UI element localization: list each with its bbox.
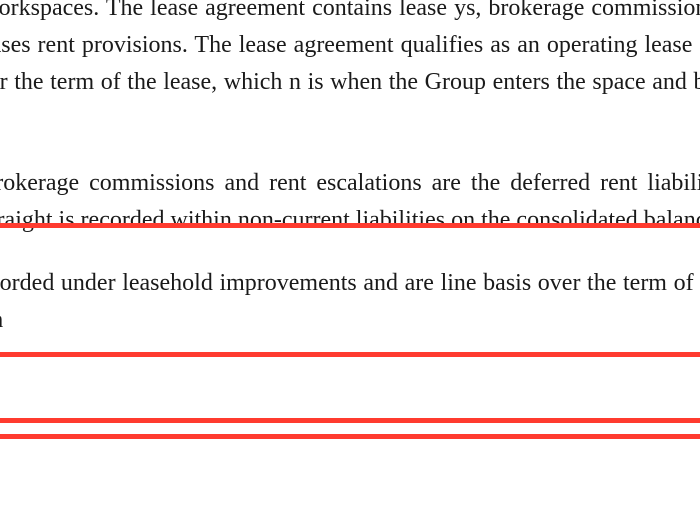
highlight-band-2 (0, 418, 700, 439)
document-page: erty for its collaborative workspaces. T… (0, 0, 700, 366)
paragraph-1: erty for its collaborative workspaces. T… (0, 0, 700, 139)
paragraph-3: se were capitalised and recorded under l… (0, 265, 700, 339)
paragraph-2: owances, rent holidays, brokerage commis… (0, 165, 700, 239)
